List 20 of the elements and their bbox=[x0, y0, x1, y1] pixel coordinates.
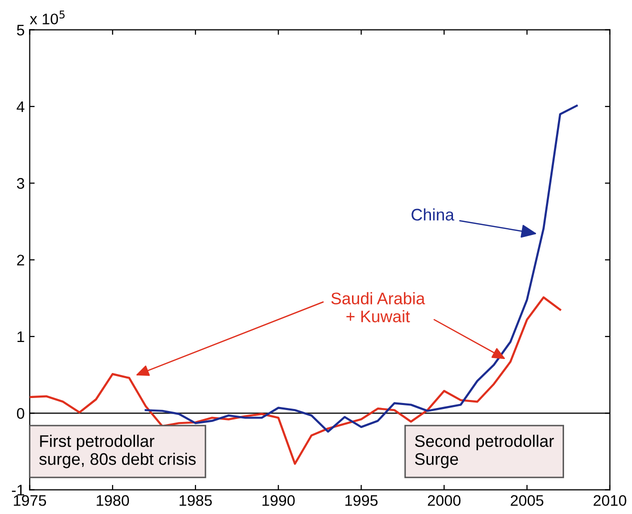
y-tick-label: 3 bbox=[16, 178, 24, 189]
x-tick-label: 1995 bbox=[345, 495, 378, 506]
y-tick-label: 4 bbox=[16, 102, 24, 112]
y-tick-label: 2 bbox=[17, 254, 24, 266]
y-tick-label: -1 bbox=[12, 484, 24, 496]
annotation: Second petrodollar Surge bbox=[415, 434, 554, 468]
x-tick-label: 1975 bbox=[14, 495, 46, 506]
x-tick-label: 2005 bbox=[510, 495, 544, 506]
y-tick-label: 0 bbox=[16, 408, 24, 419]
y-tick-label: 1 bbox=[18, 332, 24, 342]
annotation: China bbox=[412, 208, 454, 221]
y-tick-label: 5 bbox=[16, 24, 24, 36]
x-tick-label: 2000 bbox=[428, 495, 461, 506]
x-tick-label: 1980 bbox=[96, 495, 129, 506]
text: x 10$^{5}$ bbox=[30, 10, 65, 24]
x-tick-label: 1985 bbox=[180, 495, 212, 506]
annotation: First petrodollar surge, 80s debt crisis bbox=[39, 434, 196, 468]
annotation: Saudi Arabia + Kuwait bbox=[331, 292, 426, 322]
x-tick-label: 2010 bbox=[594, 495, 626, 506]
x-tick-label: 1990 bbox=[262, 495, 295, 506]
